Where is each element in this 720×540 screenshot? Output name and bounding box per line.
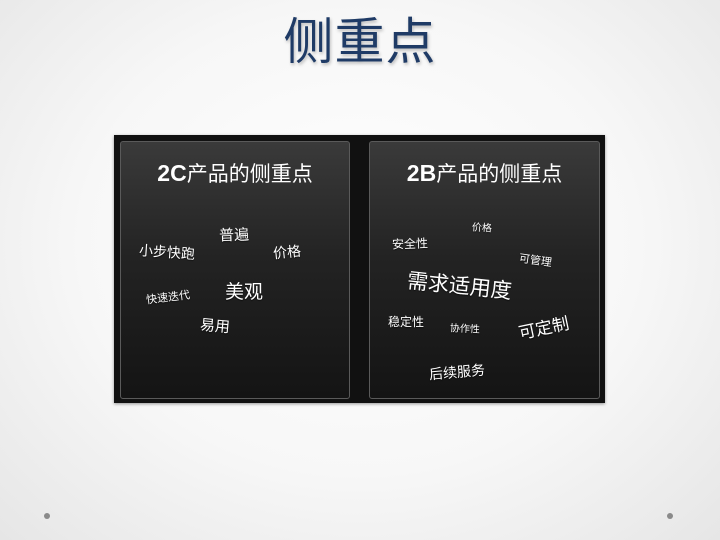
- slide-corner-dot: [667, 513, 673, 519]
- word-cloud-item: 安全性: [391, 236, 429, 252]
- panel-2b: 2B产品的侧重点 价格 安全性 可管理 需求适用度 稳定性 协作性 可定制 后续…: [369, 141, 600, 399]
- word-cloud-item: 稳定性: [388, 315, 425, 329]
- slide-corner-dot: [44, 513, 50, 519]
- word-cloud-item: 普遍: [218, 225, 250, 245]
- panel-2b-title: 2B产品的侧重点: [370, 158, 599, 188]
- panel-2c: 2C产品的侧重点 普遍 小步快跑 价格 美观 快速迭代 易用: [120, 141, 350, 399]
- panel-2c-title-prefix: 2C: [157, 160, 187, 186]
- comparison-image: 2C产品的侧重点 普遍 小步快跑 价格 美观 快速迭代 易用 2B产品的侧重点 …: [114, 135, 605, 403]
- word-cloud-item: 价格: [272, 243, 302, 263]
- panel-2b-title-prefix: 2B: [406, 160, 437, 186]
- word-cloud-item: 需求适用度: [405, 268, 513, 304]
- word-cloud-item: 易用: [199, 315, 231, 337]
- word-cloud-item: 美观: [225, 281, 264, 303]
- word-cloud-item: 可定制: [516, 313, 572, 345]
- word-cloud-item: 快速迭代: [145, 288, 191, 307]
- word-cloud-item: 价格: [471, 222, 493, 235]
- panel-2c-title: 2C产品的侧重点: [121, 158, 349, 188]
- word-cloud-item: 可管理: [518, 251, 553, 270]
- word-cloud-item: 后续服务: [428, 362, 486, 384]
- panel-2c-title-text: 产品的侧重点: [186, 162, 313, 186]
- word-cloud-item: 协作性: [449, 323, 481, 336]
- slide-title: 侧重点: [283, 13, 437, 71]
- panel-2b-title-text: 产品的侧重点: [436, 162, 563, 186]
- word-cloud-item: 小步快跑: [138, 243, 196, 263]
